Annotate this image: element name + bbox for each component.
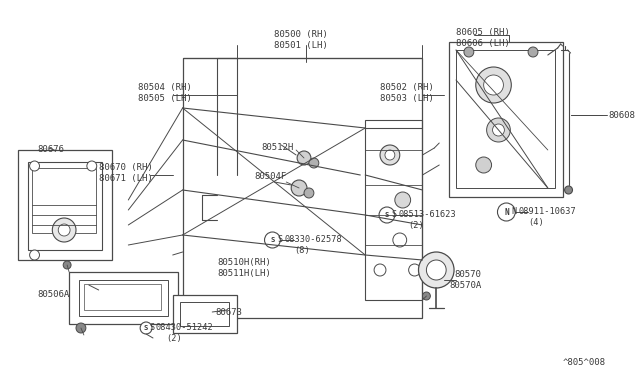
Circle shape bbox=[476, 157, 492, 173]
Text: 80605 (RH): 80605 (RH) bbox=[456, 28, 510, 37]
Text: 08330-62578: 08330-62578 bbox=[284, 235, 342, 244]
Text: 80506A: 80506A bbox=[38, 290, 70, 299]
Bar bbox=[31, 168, 96, 233]
Circle shape bbox=[385, 150, 395, 160]
Circle shape bbox=[426, 260, 446, 280]
Circle shape bbox=[87, 161, 97, 171]
Bar bbox=[28, 162, 102, 250]
Text: (2): (2) bbox=[409, 221, 424, 230]
Text: 80670 (RH): 80670 (RH) bbox=[99, 163, 152, 172]
Text: (2): (2) bbox=[166, 334, 182, 343]
Text: S: S bbox=[144, 325, 148, 331]
Text: 80608: 80608 bbox=[608, 111, 635, 120]
Text: (8): (8) bbox=[294, 246, 310, 255]
Text: 80505 (LH): 80505 (LH) bbox=[138, 94, 192, 103]
Text: 80502 (RH): 80502 (RH) bbox=[380, 83, 434, 92]
Circle shape bbox=[264, 232, 280, 248]
Circle shape bbox=[379, 207, 395, 223]
Text: 80504F: 80504F bbox=[255, 172, 287, 181]
Circle shape bbox=[380, 145, 400, 165]
Circle shape bbox=[297, 151, 311, 165]
Circle shape bbox=[304, 188, 314, 198]
Text: S: S bbox=[270, 237, 275, 243]
Bar bbox=[79, 280, 168, 316]
Text: (4): (4) bbox=[528, 218, 544, 227]
Text: 08911-10637: 08911-10637 bbox=[518, 207, 576, 216]
Circle shape bbox=[409, 264, 420, 276]
Bar bbox=[449, 42, 563, 197]
Text: 08513-61623: 08513-61623 bbox=[399, 210, 456, 219]
Text: N: N bbox=[504, 208, 509, 217]
Bar bbox=[182, 58, 422, 318]
Circle shape bbox=[395, 192, 411, 208]
Text: S: S bbox=[149, 323, 154, 332]
Circle shape bbox=[140, 322, 152, 334]
Text: ^805^008: ^805^008 bbox=[563, 358, 605, 367]
Bar bbox=[456, 50, 555, 188]
Text: 80501 (LH): 80501 (LH) bbox=[275, 41, 328, 50]
Circle shape bbox=[419, 252, 454, 288]
Circle shape bbox=[493, 124, 504, 136]
Text: 08430-51242: 08430-51242 bbox=[156, 323, 214, 332]
Text: 80511H(LH): 80511H(LH) bbox=[217, 269, 271, 278]
Text: 80570: 80570 bbox=[454, 270, 481, 279]
Circle shape bbox=[309, 158, 319, 168]
Circle shape bbox=[52, 218, 76, 242]
Circle shape bbox=[564, 186, 573, 194]
Text: 80570A: 80570A bbox=[449, 281, 481, 290]
Circle shape bbox=[58, 224, 70, 236]
Bar bbox=[69, 272, 178, 324]
Circle shape bbox=[476, 67, 511, 103]
Text: 80504 (RH): 80504 (RH) bbox=[138, 83, 192, 92]
Bar bbox=[180, 302, 229, 326]
Text: 80503 (LH): 80503 (LH) bbox=[380, 94, 434, 103]
Circle shape bbox=[528, 47, 538, 57]
Bar bbox=[18, 150, 111, 260]
Text: N: N bbox=[511, 207, 516, 216]
Circle shape bbox=[486, 118, 510, 142]
Text: 80673: 80673 bbox=[215, 308, 242, 317]
Text: 80500 (RH): 80500 (RH) bbox=[275, 30, 328, 39]
Text: 80510H(RH): 80510H(RH) bbox=[217, 258, 271, 267]
Circle shape bbox=[76, 323, 86, 333]
Text: S: S bbox=[277, 235, 282, 244]
Text: 80512H: 80512H bbox=[262, 143, 294, 152]
Bar bbox=[84, 284, 161, 310]
Bar bbox=[173, 295, 237, 333]
Text: S: S bbox=[385, 212, 389, 218]
Circle shape bbox=[63, 261, 71, 269]
Text: 80671 (LH): 80671 (LH) bbox=[99, 174, 152, 183]
Circle shape bbox=[29, 161, 40, 171]
Text: S: S bbox=[392, 210, 397, 219]
Circle shape bbox=[422, 292, 430, 300]
Circle shape bbox=[464, 47, 474, 57]
Circle shape bbox=[374, 264, 386, 276]
Circle shape bbox=[291, 180, 307, 196]
Circle shape bbox=[497, 203, 515, 221]
Circle shape bbox=[29, 250, 40, 260]
Circle shape bbox=[393, 233, 406, 247]
Circle shape bbox=[484, 75, 504, 95]
Bar bbox=[365, 120, 422, 300]
Text: 80606 (LH): 80606 (LH) bbox=[456, 39, 510, 48]
Text: 80676: 80676 bbox=[38, 145, 65, 154]
